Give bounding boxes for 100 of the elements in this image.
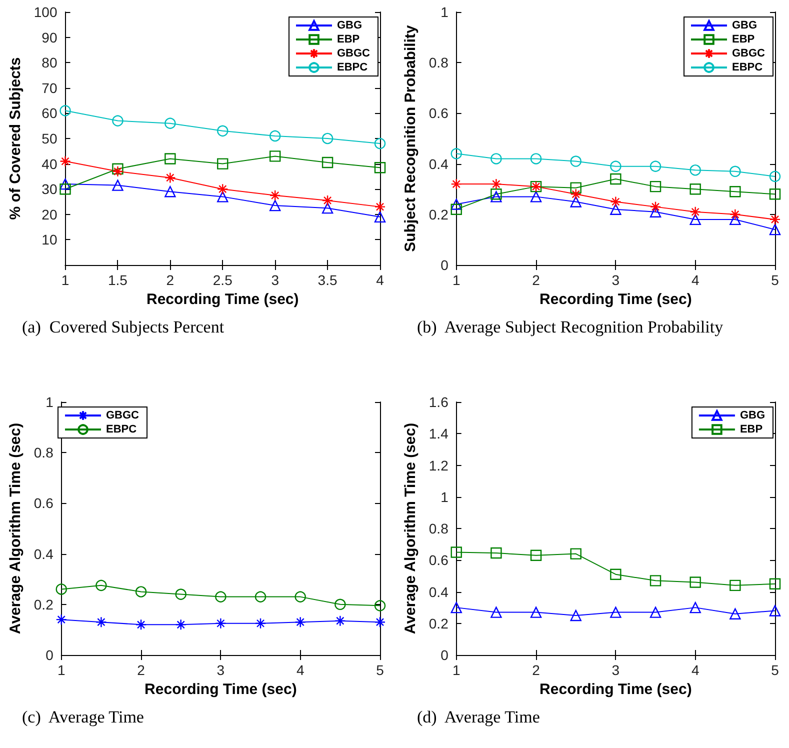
y-axis-title: Average Algorithm Time (sec)	[402, 422, 419, 634]
point	[570, 188, 582, 200]
point	[269, 200, 281, 212]
x-tick-label: 4	[376, 272, 384, 288]
legend-label: EBPC	[106, 424, 137, 436]
point	[769, 188, 781, 200]
point	[164, 118, 176, 129]
point	[690, 206, 701, 218]
y-tick-label: 0.8	[428, 54, 449, 71]
y-tick-label: 0.2	[428, 615, 449, 632]
point	[112, 166, 124, 177]
point	[374, 162, 386, 174]
y-tick-label: 0.6	[428, 552, 449, 568]
y-tick-label: 70	[42, 80, 58, 96]
y-tick-label: 100	[34, 4, 58, 20]
x-tick-label: 2	[532, 272, 540, 288]
y-tick-label: 80	[42, 54, 58, 71]
y-tick-label: 30	[42, 181, 58, 198]
point	[322, 132, 334, 144]
x-tick-label: 4	[691, 272, 700, 288]
y-tick-label: 0.2	[34, 596, 54, 612]
point	[570, 182, 582, 194]
point	[730, 186, 741, 198]
point	[490, 547, 502, 559]
y-tick-label: 0	[440, 257, 449, 273]
point	[269, 150, 281, 162]
legend-label: GBGC	[732, 48, 766, 60]
point	[96, 616, 107, 628]
x-axis-title: Recording Time (sec)	[540, 680, 692, 698]
point	[490, 188, 502, 200]
point	[610, 173, 622, 185]
x-tick-label: 5	[771, 272, 780, 288]
x-tick-label: 2.5	[212, 272, 233, 288]
point	[769, 224, 781, 236]
x-tick-label: 2	[166, 272, 174, 288]
point	[730, 208, 741, 220]
point	[175, 588, 186, 600]
x-tick-label: 3	[612, 662, 620, 678]
point	[450, 204, 462, 215]
point	[215, 591, 226, 602]
point	[730, 166, 741, 177]
point	[374, 211, 386, 223]
point	[450, 602, 462, 614]
y-tick-label: 0.8	[428, 520, 449, 536]
point	[490, 606, 502, 618]
x-tick-label: 2	[137, 662, 146, 678]
point	[217, 184, 228, 195]
point	[60, 178, 71, 190]
point	[217, 158, 228, 170]
point	[374, 201, 386, 212]
point	[530, 191, 542, 202]
x-tick-label: 1	[61, 272, 70, 288]
text: (b) Average Subject Recognition Probability	[417, 318, 724, 336]
x-tick-label: 5	[771, 662, 780, 678]
point	[490, 191, 502, 202]
y-axis-title: % of Covered Subjects	[7, 57, 24, 220]
point	[690, 576, 701, 588]
point	[650, 575, 662, 586]
point	[96, 580, 107, 592]
point	[570, 156, 582, 167]
y-tick-label: 0.8	[34, 444, 54, 461]
point	[570, 610, 582, 622]
point	[112, 163, 124, 174]
point	[135, 619, 147, 630]
point	[610, 568, 622, 580]
x-axis-title: Recording Time (sec)	[540, 290, 692, 308]
text: (a) Covered Subjects Percent	[22, 318, 224, 336]
legend-label: GBGC	[106, 410, 140, 422]
x-tick-label: 2	[532, 662, 540, 678]
x-tick-label: 5	[376, 662, 384, 678]
point	[254, 618, 266, 629]
point	[490, 153, 502, 164]
point	[334, 615, 346, 626]
y-tick-label: 1.2	[428, 457, 449, 474]
point	[690, 164, 701, 176]
point	[112, 115, 124, 126]
x-tick-label: 3	[271, 272, 280, 288]
point	[610, 606, 622, 618]
point	[60, 156, 71, 167]
point	[530, 153, 542, 164]
y-tick-label: 20	[42, 206, 58, 222]
x-tick-label: 1	[452, 272, 460, 288]
x-tick-label: 3	[612, 272, 620, 288]
legend-label: EBP	[732, 34, 755, 46]
point	[610, 196, 622, 208]
point	[56, 614, 67, 626]
y-tick-label: 0.4	[34, 546, 54, 562]
point	[374, 600, 386, 612]
point	[530, 606, 542, 618]
y-tick-label: 0.4	[428, 156, 449, 172]
text: (c) Average Time	[22, 708, 144, 726]
point	[269, 130, 281, 142]
x-axis-title: Recording Time (sec)	[146, 290, 299, 308]
legend-label: GBG	[732, 20, 758, 32]
y-tick-label: 0.2	[428, 206, 449, 222]
y-tick-label: 50	[42, 130, 58, 146]
text: (d) Average Time	[417, 708, 540, 726]
x-tick-label: 3	[216, 662, 225, 678]
point	[56, 584, 67, 595]
y-axis-title: Average Algorithm Time (sec)	[7, 422, 24, 634]
